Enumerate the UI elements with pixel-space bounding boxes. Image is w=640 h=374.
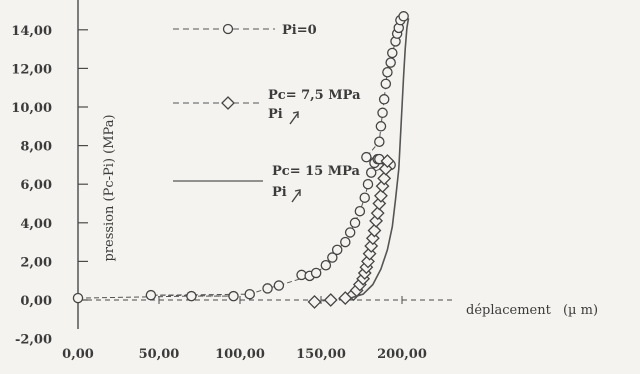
legend-label-2b: Pi xyxy=(272,185,287,200)
data-point-circle xyxy=(375,121,387,132)
data-point-diamond xyxy=(307,295,322,309)
legend-arrow-icon-1 xyxy=(289,111,299,125)
series-1 xyxy=(307,154,395,309)
y-tick-label: 0,00 xyxy=(20,294,52,309)
data-point-circle xyxy=(262,283,273,294)
series-0 xyxy=(72,11,409,304)
data-point-diamond xyxy=(367,223,382,238)
data-point-circle xyxy=(310,267,322,279)
data-point-diamond xyxy=(380,154,395,168)
data-point-circle xyxy=(72,292,84,304)
x-tick-label: 200,00 xyxy=(377,347,427,362)
legend-marker-circle xyxy=(222,23,234,35)
data-point-circle xyxy=(228,290,239,302)
axes xyxy=(77,0,456,329)
x-axis-label: déplacement (µ m) xyxy=(466,303,598,318)
y-tick-label: 2,00 xyxy=(20,255,52,270)
data-point-circle xyxy=(145,289,157,301)
data-point-diamond xyxy=(370,206,385,221)
legend-item-2: Pc= 15 MPa Pi xyxy=(173,164,361,203)
x-axis-label-text: déplacement xyxy=(466,303,552,318)
data-point-circle xyxy=(349,217,361,229)
x-tick-label: 0,00 xyxy=(62,347,94,362)
series-line-0 xyxy=(77,15,404,299)
data-point-circle xyxy=(273,280,285,291)
data-point-circle xyxy=(320,260,332,271)
data-point-circle xyxy=(380,78,392,90)
y-tick-label: 4,00 xyxy=(20,217,52,232)
data-point-circle xyxy=(382,67,393,78)
data-point-circle xyxy=(398,11,409,22)
data-point-circle xyxy=(354,205,366,217)
data-point-circle xyxy=(340,236,351,248)
y-tick-label: 10,00 xyxy=(11,101,52,116)
legend-label-0: Pi=0 xyxy=(282,23,317,38)
data-point-diamond xyxy=(377,171,392,186)
legend-label-1b: Pi xyxy=(268,107,283,122)
y-tick-label: -2,00 xyxy=(15,333,52,348)
legend-label-1a: Pc= 7,5 MPa xyxy=(268,88,361,103)
data-point-circle xyxy=(362,178,374,190)
data-point-circle xyxy=(377,107,388,119)
data-point-circle xyxy=(186,290,197,302)
series-line-2 xyxy=(349,18,410,299)
data-point-circle xyxy=(331,244,343,256)
x-tick-label: 50,00 xyxy=(139,347,180,362)
data-point-diamond xyxy=(374,188,388,203)
data-point-circle xyxy=(378,94,390,105)
legend: Pi=0 Pc= 7,5 MPa Pi Pc= 15 MPa Pi xyxy=(173,23,361,203)
legend-marker-diamond xyxy=(221,96,235,110)
data-point-diamond xyxy=(323,293,338,307)
x-axis-ticks: 0,00 50,00 100,00 150,00 200,00 xyxy=(62,296,427,362)
data-point-circle xyxy=(244,288,255,300)
y-tick-label: 14,00 xyxy=(11,24,52,39)
data-point-circle xyxy=(385,57,396,68)
x-tick-label: 100,00 xyxy=(215,347,265,362)
legend-label-2a: Pc= 15 MPa xyxy=(272,164,361,179)
series-2 xyxy=(349,18,410,299)
legend-arrow-icon-2 xyxy=(291,189,301,203)
data-point-circle xyxy=(327,252,338,263)
x-tick-label: 150,00 xyxy=(296,347,346,362)
data-point-circle xyxy=(361,151,372,163)
y-tick-label: 8,00 xyxy=(20,140,52,155)
y-tick-label: 6,00 xyxy=(20,178,52,193)
data-point-circle xyxy=(365,167,377,178)
legend-item-0: Pi=0 xyxy=(173,23,317,38)
data-point-circle xyxy=(387,47,398,59)
y-tick-label: 12,00 xyxy=(11,62,52,77)
series-layer xyxy=(72,11,410,309)
x-axis-unit: (µ m) xyxy=(563,303,598,318)
y-axis-label: pression (Pc-Pi) (MPa) xyxy=(102,114,117,261)
data-point-circle xyxy=(344,227,356,238)
data-point-circle xyxy=(374,136,385,147)
y-axis-ticks: -2,00 0,00 2,00 4,00 6,00 8,00 10,00 12,00 14,00… xyxy=(11,0,88,348)
data-point-circle xyxy=(359,192,370,203)
legend-item-1: Pc= 7,5 MPa Pi xyxy=(173,88,361,125)
